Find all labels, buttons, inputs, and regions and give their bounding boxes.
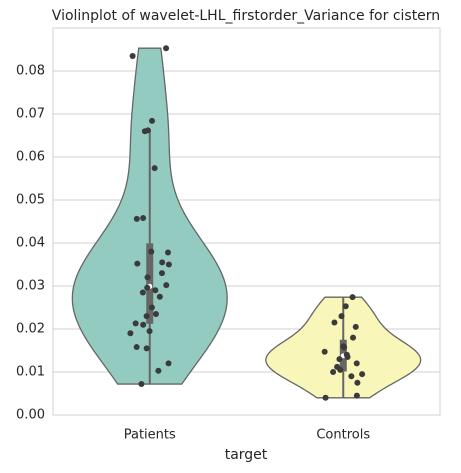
data-point <box>163 45 170 52</box>
data-point <box>148 304 155 311</box>
data-point <box>139 289 146 296</box>
data-point <box>144 274 151 281</box>
data-point <box>156 293 163 300</box>
data-point <box>350 334 357 341</box>
y-tick-label: 0.03 <box>16 279 45 294</box>
data-point <box>149 117 156 124</box>
data-point <box>321 348 328 355</box>
y-tick-label: 0.01 <box>16 365 45 380</box>
x-tick-label: Controls <box>316 428 370 443</box>
data-point <box>159 259 166 266</box>
data-point <box>353 392 360 399</box>
data-point <box>342 303 349 310</box>
data-point <box>336 356 343 363</box>
data-point <box>354 379 361 386</box>
data-point <box>132 320 139 327</box>
data-point <box>143 313 150 320</box>
plot-frame <box>52 27 441 416</box>
data-point <box>144 284 151 291</box>
data-point <box>152 310 159 317</box>
y-tick-label: 0.06 <box>16 150 45 165</box>
y-tick-label: 0.08 <box>16 64 45 79</box>
data-point <box>353 360 360 367</box>
data-point <box>146 328 153 335</box>
data-point <box>143 345 150 352</box>
y-tick-label: 0.05 <box>16 193 45 208</box>
y-tick-label: 0.02 <box>16 322 45 337</box>
data-point <box>344 353 351 360</box>
data-point <box>352 323 359 330</box>
data-point <box>140 215 147 222</box>
x-tick-label: Patients <box>124 428 176 443</box>
data-point <box>341 344 348 351</box>
data-point <box>349 294 356 301</box>
data-point <box>348 373 355 380</box>
y-tick-label: 0.04 <box>16 236 45 251</box>
data-point <box>163 282 170 289</box>
y-tick-label: 0.07 <box>16 107 45 122</box>
data-point <box>331 319 338 326</box>
data-point <box>133 215 140 222</box>
data-point <box>129 52 136 59</box>
data-point <box>330 369 337 375</box>
data-point <box>337 366 344 373</box>
data-point <box>152 287 159 294</box>
chart-title: Violinplot of wavelet-LHL_firstorder_Var… <box>52 8 440 24</box>
y-tick-label: 0.00 <box>16 408 45 423</box>
data-point <box>165 261 172 268</box>
data-point <box>148 248 155 255</box>
x-axis-label: target <box>225 447 268 463</box>
data-point <box>359 371 366 378</box>
data-point <box>155 367 162 374</box>
data-point <box>164 249 171 256</box>
data-point <box>158 270 165 277</box>
data-point <box>140 321 147 328</box>
data-point <box>133 344 140 351</box>
data-point <box>338 313 345 320</box>
data-point <box>127 330 134 337</box>
data-point <box>151 165 158 172</box>
data-point <box>138 381 145 388</box>
data-point <box>165 360 172 367</box>
data-point <box>322 394 329 401</box>
data-point <box>144 127 151 134</box>
data-point <box>134 260 141 267</box>
